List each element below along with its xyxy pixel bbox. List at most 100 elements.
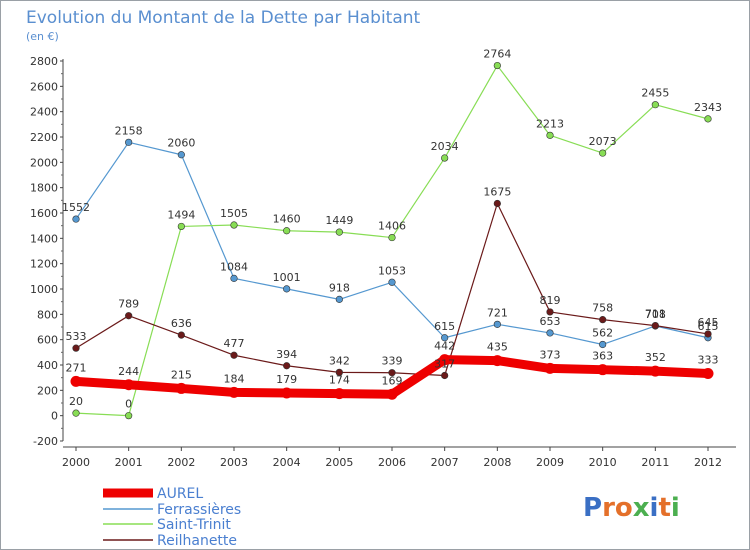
data-point [70,375,82,387]
data-point [72,344,80,352]
data-point [441,371,449,380]
data-point [335,368,343,376]
logo-letter: i [650,493,659,523]
data-label: 363 [592,350,613,363]
data-point [335,295,343,303]
data-point [125,312,133,320]
data-point [493,320,501,328]
data-point [704,330,712,338]
data-point [72,409,80,417]
data-label: 184 [224,372,245,385]
y-tick-label: 200 [37,384,58,397]
data-label: 721 [487,306,508,319]
data-point [230,351,238,359]
logo-letter: P [583,493,602,523]
y-tick-label: 2600 [30,80,58,93]
data-point [125,412,133,420]
proxiti-logo: Proxiti [583,493,680,523]
data-point [546,131,554,139]
y-tick-label: 1800 [30,182,58,195]
data-label: 169 [382,374,403,387]
data-point [546,329,554,337]
data-label: 1460 [273,213,301,226]
y-tick-label: 1200 [30,258,58,271]
data-point [175,382,187,394]
data-label: 645 [698,316,719,329]
data-point [599,149,607,157]
data-label: 333 [698,353,719,366]
legend-label: Ferrassières [157,502,241,518]
x-tick-label: 2001 [115,456,143,469]
data-point [493,199,501,208]
data-point [491,355,503,367]
data-point [177,222,185,231]
data-point [649,365,661,377]
data-point [388,233,396,242]
logo-letter: i [671,493,680,523]
x-tick-label: 2006 [378,456,406,469]
data-point [281,387,293,399]
data-point [230,221,238,229]
series-layer [70,61,714,420]
y-tick-label: 800 [37,308,58,321]
y-tick-label: 1000 [30,283,58,296]
legend-label: Reilhanette [157,533,237,549]
data-label: 1084 [220,260,248,273]
data-point [493,61,501,70]
data-label: 1406 [378,220,406,233]
data-label: 1494 [167,208,195,221]
y-tick-label: 0 [51,410,58,423]
data-point [388,278,396,286]
data-point [546,308,554,316]
x-tick-label: 2010 [589,456,617,469]
data-label: 1505 [220,207,248,220]
data-label: 2455 [641,87,669,100]
data-label: 615 [698,320,719,333]
series-line-ferrassi-res [75,141,709,346]
data-label: 758 [592,302,613,315]
legend-label: Saint-Trinit [157,517,231,533]
data-point [125,138,133,146]
data-label: 1053 [378,264,406,277]
data-label: 2073 [589,135,617,148]
data-label: 2343 [694,101,722,114]
data-label: 2764 [483,48,511,61]
logo-letter: r [602,493,615,523]
proxiti-logo-text: Proxiti [583,493,680,523]
data-label: 179 [276,373,297,386]
logo-letter: t [658,493,670,523]
data-point [177,151,185,159]
data-label: 0 [125,398,132,411]
data-point [441,334,449,342]
logo-letter: o [615,493,633,523]
data-label: 394 [276,348,297,361]
x-tick-label: 2011 [641,456,669,469]
data-label: 711 [645,308,666,321]
data-label: 442 [434,340,455,353]
data-label: 1552 [62,201,90,214]
data-labels: 1552 2158 2060 1084 1001 918 1053 615 721 653 562 7… [62,48,722,411]
x-tick-label: 2004 [273,456,301,469]
y-tick-label: 1600 [30,207,58,220]
data-label: 533 [66,330,87,343]
data-label: 636 [171,317,192,330]
data-label: 477 [224,337,245,350]
data-point [230,274,238,282]
data-label: 1675 [483,186,511,199]
y-tick-label: 600 [37,334,58,347]
y-tick-label: -200 [33,435,58,448]
data-point [544,362,556,374]
data-label: 2034 [431,140,459,153]
data-label: 215 [171,368,192,381]
data-point [283,227,291,235]
data-label: 317 [434,358,455,371]
data-label: 174 [329,374,350,387]
data-point [333,388,345,400]
data-label: 2060 [167,137,195,150]
x-tick-label: 2005 [325,456,353,469]
logo-letter: x [633,493,650,523]
data-label: 2213 [536,117,564,130]
data-point [388,369,396,377]
